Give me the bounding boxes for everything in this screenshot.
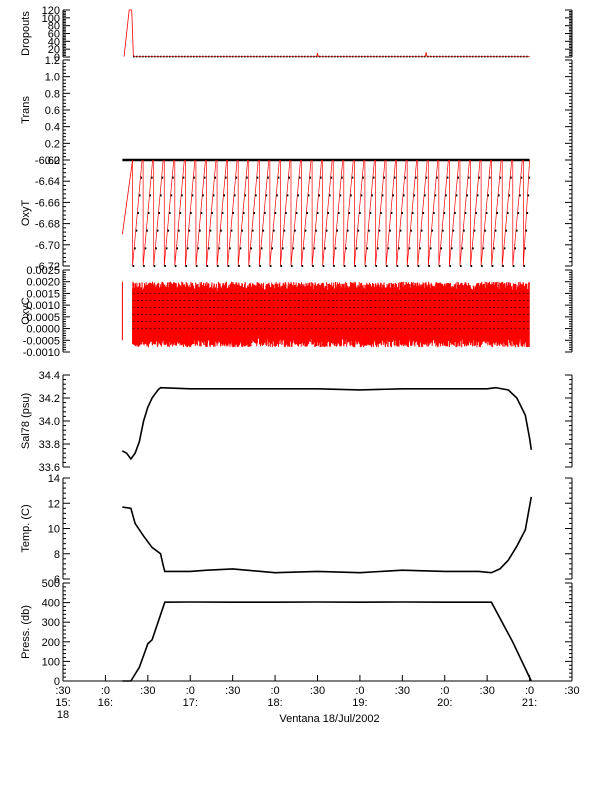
x-axis-label: Ventana 18/Jul/2002: [279, 713, 379, 725]
x-tick-label: 20:: [437, 697, 452, 709]
y-tick-label: -6.66: [35, 197, 60, 209]
y-tick-label: 0.6: [45, 105, 60, 117]
x-tick-label: :0: [440, 685, 449, 697]
y-axis-label: OxyT: [20, 200, 32, 227]
x-tick-label: :0: [525, 685, 534, 697]
y-tick-label: 0: [54, 676, 60, 688]
x-tick-label: 17:: [183, 697, 198, 709]
x-tick-label: :0: [355, 685, 364, 697]
y-tick-label: 0: [54, 52, 60, 64]
y-axis-label: OxyC: [20, 297, 32, 325]
y-tick-label: 60: [48, 29, 60, 41]
y-tick-label: 6: [54, 574, 60, 586]
y-tick-label: 0.0005: [26, 312, 60, 324]
y-tick-label: -0.0010: [23, 347, 60, 359]
oxyt-markers: [132, 176, 531, 267]
y-tick-label: 1.0: [45, 72, 60, 84]
series-line: [122, 387, 532, 460]
y-tick-label: -6.68: [35, 219, 60, 231]
y-tick-label: 40: [48, 36, 60, 48]
y-tick-label: 400: [42, 598, 60, 610]
y-tick-label: 500: [42, 578, 60, 590]
panel-4: 33.6 33.8 34.0 34.2 34.4 Sal78 (psu): [20, 370, 573, 474]
series-markers: [122, 496, 533, 574]
x-tick-label: :30: [480, 685, 495, 697]
y-tick-label: 200: [42, 637, 60, 649]
series-line: [123, 9, 530, 58]
x-tick-label: 16:: [98, 697, 113, 709]
y-tick-label: 34.2: [39, 393, 60, 405]
y-tick-label: 0.8: [45, 88, 60, 100]
panel-6: 0 100 200 300 400 500 Press. (db): [20, 578, 573, 688]
series-markers: [122, 386, 533, 461]
x-tick-label: :30: [310, 685, 325, 697]
y-tick-label: -0.0005: [23, 335, 60, 347]
panel-2: -6.72 -6.70 -6.68 -6.66 -6.64 -6.62 OxyT: [20, 155, 573, 273]
y-axis-label: Dropouts: [20, 11, 32, 56]
y-tick-label: 100: [42, 13, 60, 25]
x-tick-label: :0: [270, 685, 279, 697]
y-axis-label: Press. (db): [20, 605, 32, 659]
y-tick-label: 34.4: [39, 370, 60, 382]
x-tick-label: 21:: [522, 697, 537, 709]
x-tick-label: 18: [57, 709, 69, 721]
y-tick-label: 0.0000: [26, 324, 60, 336]
x-tick-label: :30: [225, 685, 240, 697]
x-tick-label: :0: [186, 685, 195, 697]
x-axis: :3015:18:016::30:017::30:018::30:019::30…: [55, 675, 580, 725]
y-tick-label: 0.4: [45, 122, 60, 134]
y-tick-label: 0.0015: [26, 288, 60, 300]
y-tick-label: 300: [42, 617, 60, 629]
y-tick-label: 0.2: [45, 138, 60, 150]
y-axis-label: Temp. (C): [20, 504, 32, 552]
y-axis-label: Trans: [20, 96, 32, 124]
y-tick-label: 33.8: [39, 439, 60, 451]
y-tick-label: -6.62: [35, 155, 60, 167]
series-line: [122, 496, 532, 574]
y-tick-label: -6.64: [35, 176, 60, 188]
panel-3: -0.0010-0.00050.00000.00050.00100.00150.…: [20, 265, 573, 359]
y-tick-label: 12: [48, 498, 60, 510]
y-tick-label: -6.70: [35, 240, 60, 252]
y-tick-label: 0.0: [45, 155, 60, 167]
x-tick-label: :30: [140, 685, 155, 697]
panel-5: 6 8 10 12 14 Temp. (C): [20, 473, 573, 586]
series-markers: [122, 601, 533, 682]
x-tick-label: 18:: [267, 697, 282, 709]
y-tick-label: 100: [42, 656, 60, 668]
y-tick-label: -6.72: [35, 261, 60, 273]
y-tick-label: 0.0025: [26, 265, 60, 277]
x-tick-label: 15:: [55, 697, 70, 709]
x-tick-label: 19:: [352, 697, 367, 709]
series-line: [121, 159, 133, 235]
y-tick-label: 80: [48, 21, 60, 33]
y-tick-label: 14: [48, 473, 60, 485]
oxyc-markers: [132, 292, 530, 330]
y-tick-label: 1.2: [45, 55, 60, 67]
panel-1: 0.0 0.2 0.4 0.6 0.8 1.0 1.2 Trans: [20, 55, 573, 167]
y-tick-label: 0.0010: [26, 300, 60, 312]
x-tick-label: :30: [395, 685, 410, 697]
x-tick-label: :30: [55, 685, 70, 697]
y-tick-label: 33.6: [39, 462, 60, 474]
y-tick-label: 10: [48, 524, 60, 536]
y-axis-label: Sal78 (psu): [20, 393, 32, 449]
x-tick-label: :0: [101, 685, 110, 697]
y-tick-label: 20: [48, 44, 60, 56]
y-tick-label: 0.0020: [26, 277, 60, 289]
series-line: [122, 601, 532, 682]
x-tick-label: :30: [564, 685, 579, 697]
oxyt-sawtooth: [132, 159, 530, 267]
y-tick-label: 34.0: [39, 416, 60, 428]
y-tick-label: 8: [54, 549, 60, 561]
y-tick-label: 120: [42, 5, 60, 17]
